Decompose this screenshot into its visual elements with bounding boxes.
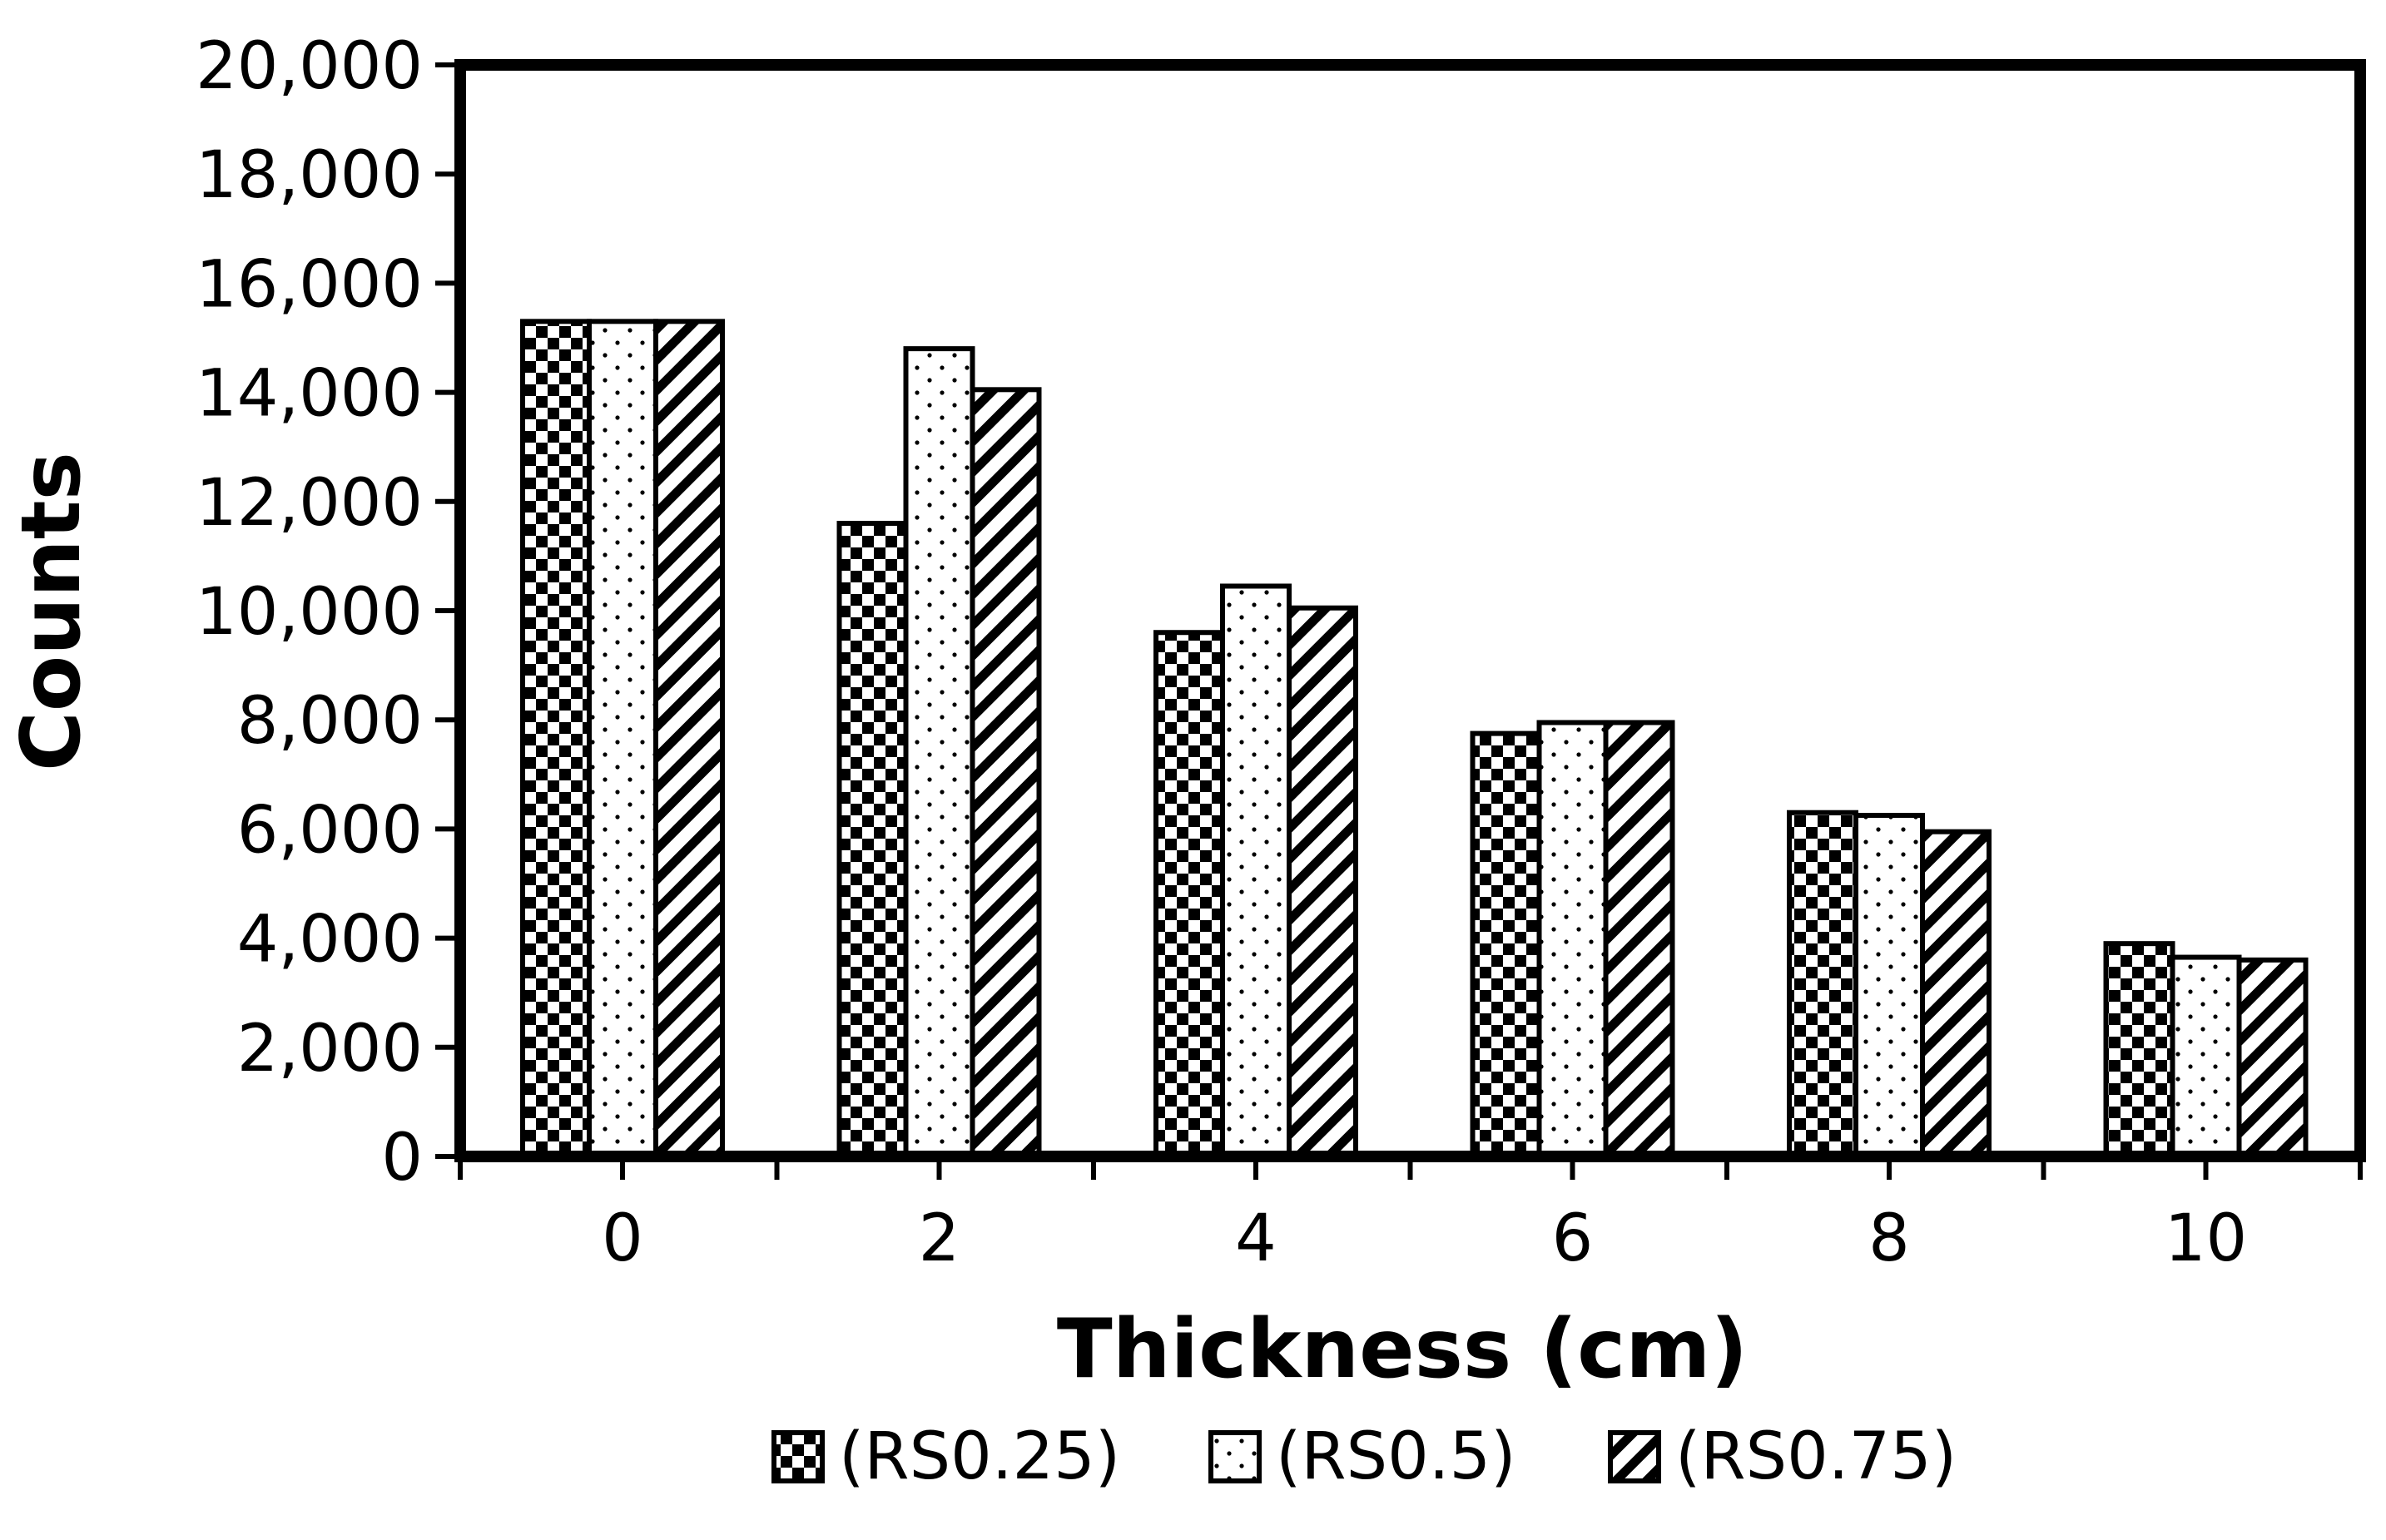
bar-rs0-75-cat-8: [1920, 829, 1992, 1159]
y-tick-label: 18,000: [196, 138, 423, 213]
y-tick-label: 14,000: [196, 357, 423, 432]
legend-swatch: [1608, 1430, 1661, 1483]
bar-rs0-5-cat-0: [587, 319, 658, 1159]
y-tick-label: 6,000: [237, 793, 423, 868]
bar-rs0-75-cat-0: [653, 319, 725, 1159]
legend: (RS0.25) (RS0.5) (RS0.75): [771, 1419, 1957, 1494]
y-tick-label: 2,000: [237, 1012, 423, 1087]
plot-area-frame: [454, 59, 2366, 1162]
bar-rs0-5-cat-8: [1853, 813, 1925, 1159]
bar-rs0-75-cat-6: [1603, 720, 1675, 1159]
bar-rs0-5-cat-10: [2170, 954, 2242, 1160]
x-tick-label: 0: [602, 1201, 643, 1276]
y-tick-label: 12,000: [196, 466, 423, 541]
bar-rs0-25-cat-2: [836, 521, 909, 1159]
legend-label: (RS0.75): [1675, 1419, 1957, 1494]
y-tick-label: 8,000: [237, 684, 423, 759]
y-tick-label: 20,000: [196, 29, 423, 104]
y-tick-label: 10,000: [196, 575, 423, 650]
bar-rs0-5-cat-2: [903, 346, 975, 1159]
bar-rs0-75-cat-10: [2236, 957, 2309, 1159]
bar-rs0-75-cat-2: [970, 387, 1042, 1159]
bars-group: [520, 319, 2309, 1160]
legend-swatch: [1208, 1430, 1262, 1483]
legend-swatch: [771, 1430, 825, 1483]
x-tick-label: 2: [919, 1201, 960, 1276]
legend-label: (RS0.25): [839, 1419, 1120, 1494]
bar-rs0-25-cat-0: [520, 319, 592, 1159]
legend-label: (RS0.5): [1276, 1419, 1516, 1494]
y-tick-label: 0: [381, 1121, 423, 1196]
bar-rs0-25-cat-6: [1470, 730, 1542, 1159]
bar-rs0-25-cat-10: [2103, 941, 2175, 1160]
y-tick-label: 16,000: [196, 247, 423, 322]
x-tick-label: 10: [2165, 1201, 2247, 1276]
bar-rs0-5-cat-4: [1220, 583, 1292, 1159]
bar-rs0-25-cat-8: [1787, 810, 1858, 1159]
y-axis-title: Counts: [4, 452, 99, 771]
bar-rs0-25-cat-4: [1153, 630, 1225, 1159]
x-tick-label: 6: [1552, 1201, 1594, 1276]
axes-group: 0 2,000 4,000 6,000 8,000 10,000 12,000 14,000 1…: [196, 29, 2363, 1276]
x-axis-title: Thickness (cm): [1057, 1302, 1748, 1397]
x-tick-label: 8: [1868, 1201, 1910, 1276]
bar-rs0-75-cat-4: [1287, 605, 1358, 1159]
x-tick-label: 4: [1235, 1201, 1277, 1276]
bar-rs0-5-cat-6: [1536, 720, 1609, 1159]
y-tick-label: 4,000: [237, 903, 423, 978]
